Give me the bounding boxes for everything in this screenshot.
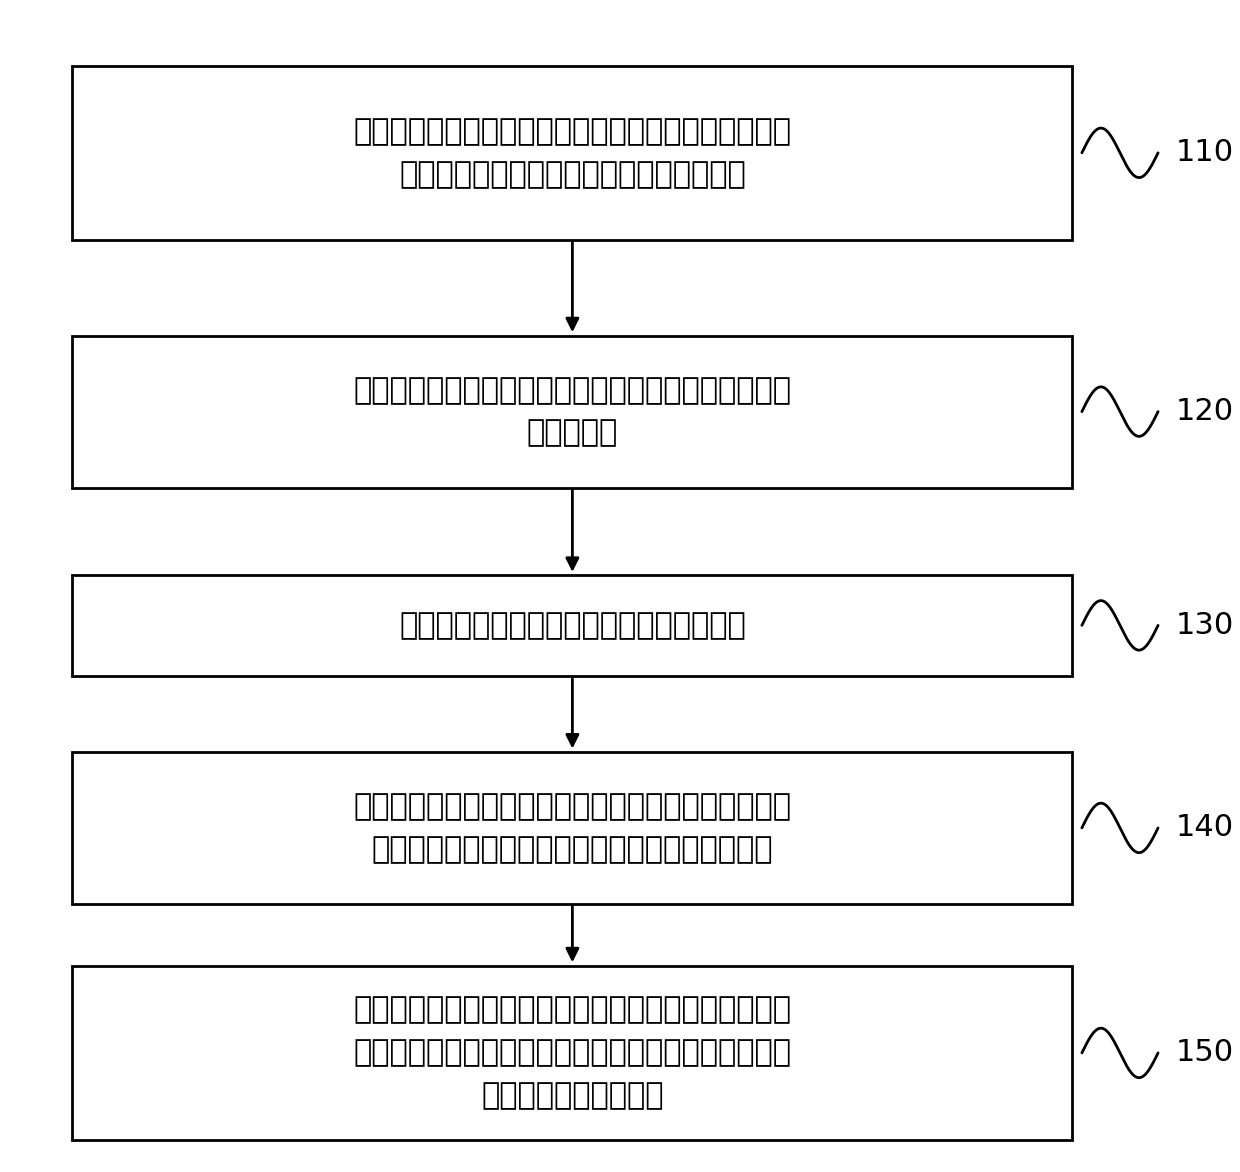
Text: 获取每组所述锂离子电池电芯的内阻平均值: 获取每组所述锂离子电池电芯的内阻平均值 xyxy=(399,611,745,640)
Text: 根据所述电池电芯的内阻平均值以及内阻工艺标准确定
组成所述锂离子电极的正负极片的电阻率边界范围: 根据所述电池电芯的内阻平均值以及内阻工艺标准确定 组成所述锂离子电极的正负极片的… xyxy=(353,792,791,864)
FancyBboxPatch shape xyxy=(72,335,1073,488)
FancyBboxPatch shape xyxy=(72,66,1073,240)
FancyBboxPatch shape xyxy=(72,752,1073,904)
Text: 110: 110 xyxy=(1176,138,1234,168)
Text: 120: 120 xyxy=(1176,397,1234,427)
Text: 按照分组结果将每组内的正负极片对应组合，形成锂离
子电池电芯: 按照分组结果将每组内的正负极片对应组合，形成锂离 子电池电芯 xyxy=(353,376,791,448)
Text: 140: 140 xyxy=(1176,813,1234,843)
Text: 150: 150 xyxy=(1176,1038,1234,1068)
FancyBboxPatch shape xyxy=(72,966,1073,1140)
Text: 130: 130 xyxy=(1176,611,1234,640)
FancyBboxPatch shape xyxy=(72,574,1073,676)
Text: 当组成锂离子电池的正负极片的电阻率位于所述电阻率
边界范围内时，排除所述正负极片电阻率异常造成的锂
离子电池电芯内阻异常: 当组成锂离子电池的正负极片的电阻率位于所述电阻率 边界范围内时，排除所述正负极片… xyxy=(353,996,791,1110)
Text: 获取多个待组成锂离子电池的正负极片的电阻率数据，
并根据所述电阻率数据对正负极片进行分组: 获取多个待组成锂离子电池的正负极片的电阻率数据， 并根据所述电阻率数据对正负极片… xyxy=(353,117,791,189)
